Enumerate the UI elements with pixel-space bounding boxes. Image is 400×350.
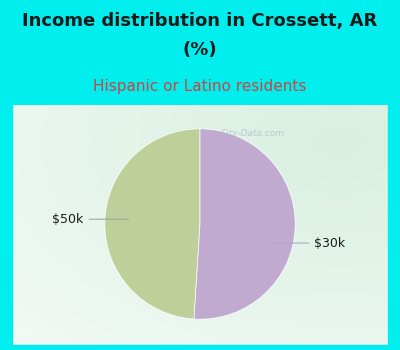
Text: (%): (%) — [183, 41, 217, 60]
Bar — [0, 105, 12, 350]
Bar — [0, 345, 400, 350]
Wedge shape — [105, 129, 200, 319]
Text: Hispanic or Latino residents: Hispanic or Latino residents — [93, 79, 307, 93]
Bar — [388, 105, 400, 350]
Text: $50k: $50k — [52, 213, 129, 226]
Text: Income distribution in Crossett, AR: Income distribution in Crossett, AR — [22, 12, 378, 30]
Wedge shape — [194, 129, 295, 319]
Text: City-Data.com: City-Data.com — [220, 129, 284, 138]
Text: $30k: $30k — [274, 237, 345, 250]
